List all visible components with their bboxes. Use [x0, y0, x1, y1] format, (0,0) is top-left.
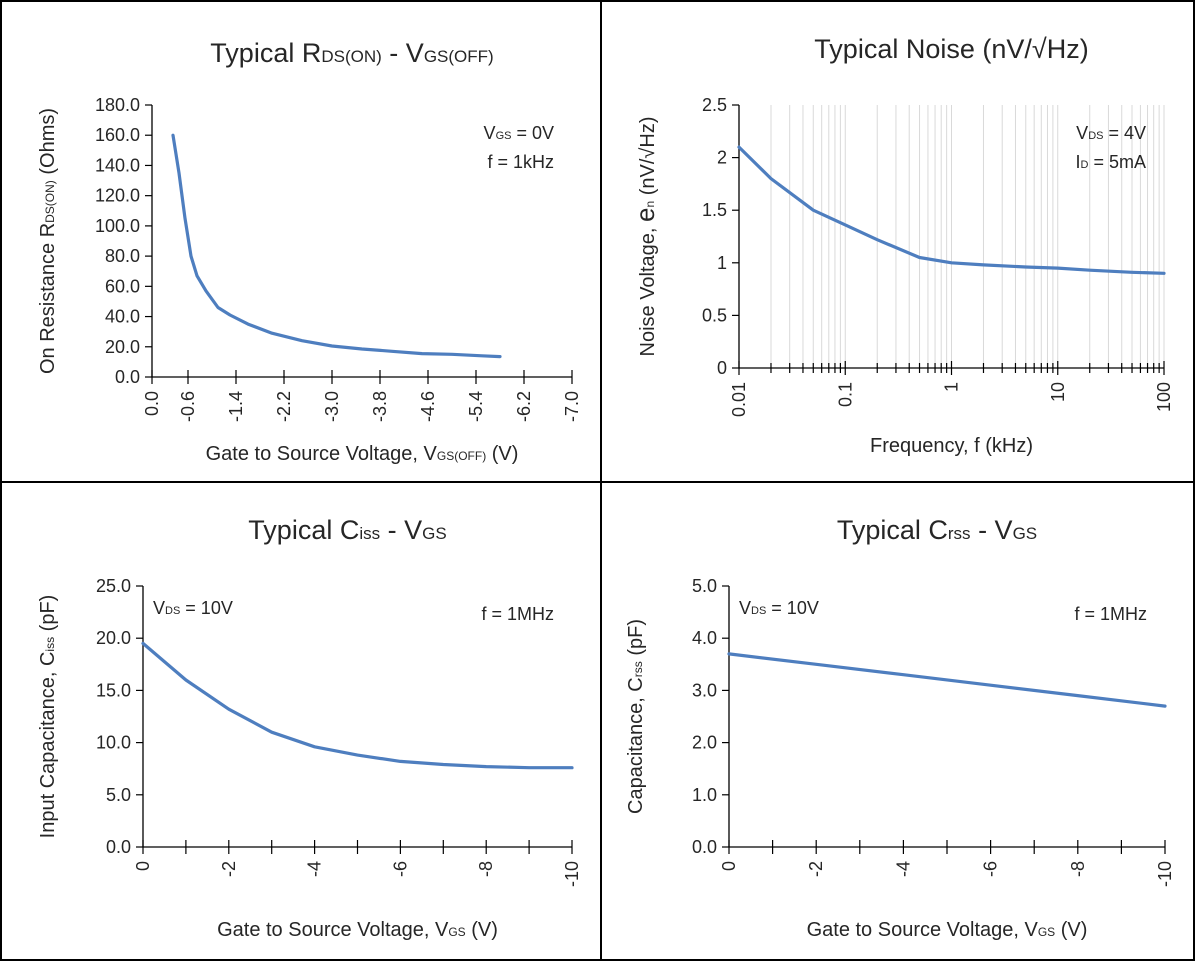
y-tick-label: 2.0 [692, 733, 717, 753]
x-axis-label: Gate to Source Voltage, VGS (V) [217, 919, 498, 941]
y-tick-label: 20.0 [96, 628, 131, 648]
crss-chart: Typical Crss - VGS 0.0 1.0 2.0 3.0 4.0 5.0 0 -2 -… [602, 483, 1193, 959]
y-axis-label: Input Capacitance, Ciss (pF) [37, 595, 59, 839]
x-tick-label: -6.2 [514, 391, 534, 422]
x-tick-label: -3.0 [322, 391, 342, 422]
x-tick-label: -2.2 [274, 391, 294, 422]
x-tick-label: -2 [219, 861, 239, 877]
x-axis-label: Gate to Source Voltage, VGS(OFF) (V) [206, 443, 519, 465]
x-tick-label: 1 [942, 382, 962, 392]
ciss-chart: Typical Ciss - VGS 0.0 5.0 10.0 15.0 20.0 25.0… [2, 483, 601, 959]
y-tick-label: 80.0 [105, 246, 140, 266]
y-tick-label: 0.0 [106, 837, 131, 857]
grid-lines [739, 105, 1164, 368]
y-tick-label: 3.0 [692, 680, 717, 700]
condition-annotation: VDS = 10V [153, 598, 233, 618]
y-tick-label: 0.5 [702, 305, 727, 325]
x-tick-label: 0.0 [142, 391, 162, 416]
condition-annotation: f = 1kHz [487, 152, 554, 172]
y-tick-label: 120.0 [95, 186, 140, 206]
chart-title: Typical Ciss - VGS [248, 515, 446, 545]
y-tick-label: 1 [717, 253, 727, 273]
x-tick-label: -4 [893, 861, 913, 877]
y-tick-label: 0.0 [115, 367, 140, 387]
x-tick-label: 0.01 [729, 382, 749, 417]
chart-panel-ciss: Typical Ciss - VGS 0.0 5.0 10.0 15.0 20.0 25.0… [0, 482, 601, 961]
chart-title: Typical Noise (nV/√Hz) [814, 34, 1088, 64]
x-tick-label: -8 [476, 861, 496, 877]
y-tick-label: 1.0 [692, 785, 717, 805]
condition-annotation: VDS = 10V [739, 598, 819, 618]
x-axis-label: Frequency, f (kHz) [870, 435, 1033, 457]
y-tick-label: 15.0 [96, 680, 131, 700]
series-line [729, 654, 1165, 706]
noise-chart: Typical Noise (nV/√Hz) 0 0.5 1 1.5 2 2.5 0.01 0.… [602, 2, 1193, 482]
x-tick-label: -3.8 [370, 391, 390, 422]
y-axis-label: On Resistance RDS(ON) (Ohms) [37, 108, 59, 374]
y-tick-label: 20.0 [105, 337, 140, 357]
x-tick-label: 0.1 [835, 382, 855, 407]
y-tick-label: 10.0 [96, 733, 131, 753]
y-tick-label: 40.0 [105, 307, 140, 327]
x-tick-label: 0 [133, 861, 153, 871]
y-tick-label: 25.0 [96, 576, 131, 596]
y-axis-label: Noise Voltage, en (nV/√Hz) [630, 116, 660, 356]
condition-annotation: f = 1MHz [1074, 604, 1147, 624]
x-tick-label: -4.6 [418, 391, 438, 422]
x-tick-label: -7.0 [562, 391, 582, 422]
y-tick-label: 0.0 [692, 837, 717, 857]
chart-panel-noise: Typical Noise (nV/√Hz) 0 0.5 1 1.5 2 2.5 0.01 0.… [601, 0, 1195, 482]
y-tick-label: 0 [717, 358, 727, 378]
x-axis-label: Gate to Source Voltage, VGS (V) [807, 919, 1088, 941]
y-tick-label: 4.0 [692, 628, 717, 648]
y-tick-label: 2 [717, 148, 727, 168]
chart-panel-crss: Typical Crss - VGS 0.0 1.0 2.0 3.0 4.0 5.0 0 -2 -… [601, 482, 1195, 961]
condition-annotation: f = 1MHz [481, 604, 554, 624]
x-tick-label: -6 [390, 861, 410, 877]
x-tick-label: -8 [1068, 861, 1088, 877]
chart-title: Typical RDS(ON) - VGS(OFF) [210, 38, 493, 68]
y-axis-label: Capacitance, Crss (pF) [625, 619, 647, 814]
series-line [143, 643, 572, 767]
condition-annotation: VGS = 0V [484, 123, 554, 143]
y-tick-label: 5.0 [692, 576, 717, 596]
y-tick-label: 5.0 [106, 785, 131, 805]
series-line [173, 135, 500, 356]
x-tick-label: -10 [562, 861, 582, 887]
x-tick-label: -10 [1155, 861, 1175, 887]
y-tick-label: 1.5 [702, 200, 727, 220]
y-tick-label: 160.0 [95, 125, 140, 145]
chart-title: Typical Crss - VGS [837, 515, 1037, 545]
condition-annotation: VDS = 4V [1076, 123, 1146, 143]
x-tick-label: 100 [1154, 382, 1174, 412]
y-tick-label: 140.0 [95, 155, 140, 175]
x-tick-label: -4 [305, 861, 325, 877]
condition-annotation: ID = 5mA [1076, 152, 1147, 172]
x-tick-label: -0.6 [178, 391, 198, 422]
y-tick-label: 60.0 [105, 276, 140, 296]
x-tick-label: -2 [806, 861, 826, 877]
chart-panel-rds-on: Typical RDS(ON) - VGS(OFF) 0.0 20.0 40.0 60.… [0, 0, 601, 482]
y-tick-label: 2.5 [702, 95, 727, 115]
x-tick-label: 0 [719, 861, 739, 871]
x-tick-label: -1.4 [226, 391, 246, 422]
x-tick-label: -6 [981, 861, 1001, 877]
y-tick-label: 100.0 [95, 216, 140, 236]
x-tick-label: -5.4 [466, 391, 486, 422]
x-tick-label: 10 [1048, 382, 1068, 402]
y-tick-label: 180.0 [95, 95, 140, 115]
rds-on-chart: Typical RDS(ON) - VGS(OFF) 0.0 20.0 40.0 60.… [2, 2, 601, 482]
